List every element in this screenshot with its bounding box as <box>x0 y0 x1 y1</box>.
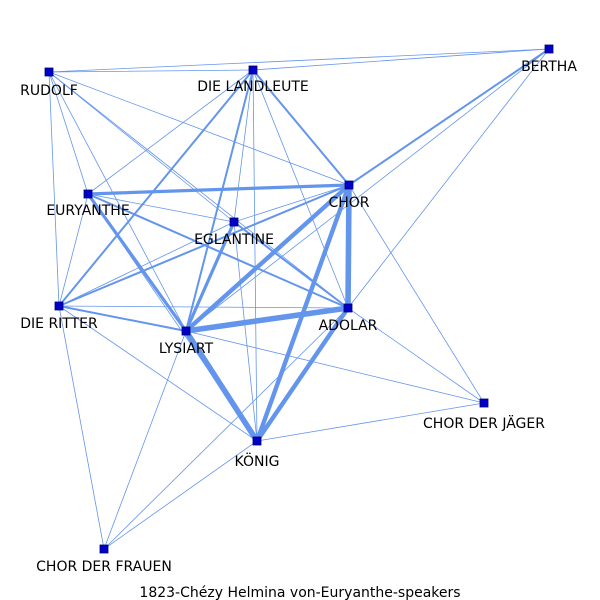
edge-lysiart-jaeger <box>185 330 485 404</box>
edge-euryanthe-ritter <box>58 193 89 307</box>
edge-rudolf-chor <box>48 71 350 186</box>
node-landleute <box>248 65 258 75</box>
graph-caption: 1823-Chézy Helmina von-Euryanthe-speaker… <box>139 585 460 600</box>
node-chor <box>344 180 354 190</box>
edge-rudolf-ritter <box>48 71 60 307</box>
edge-koenig-jaeger <box>256 402 485 442</box>
labels-layer: RUDOLF DIE LANDLEUTE BERTHA EURYANTHE CHOR EG… <box>20 59 577 575</box>
node-lysiart <box>181 326 191 336</box>
edge-adolar-frauen <box>103 307 349 550</box>
edge-chor-adolar <box>345 182 352 311</box>
edge-eglantine-ritter <box>58 221 235 307</box>
edge-euryanthe-lysiart <box>86 192 188 333</box>
node-label-koenig: KÖNIG <box>235 452 280 470</box>
edge-rudolf-lysiart <box>48 71 187 332</box>
edge-koenig-frauen <box>103 440 258 550</box>
node-label-rudolf: RUDOLF <box>20 83 78 99</box>
node-label-eglantine: EGLANTINE <box>194 232 274 248</box>
edge-landleute-chor <box>252 69 350 186</box>
edge-lysiart-frauen <box>103 330 187 550</box>
edge-rudolf-bertha <box>48 48 550 73</box>
node-label-chor: CHOR <box>328 195 369 211</box>
edge-landleute-eglantine <box>233 69 254 223</box>
edge-landleute-lysiart <box>185 69 254 332</box>
edge-ritter-lysiart <box>58 305 187 332</box>
edge-adolar-jaeger <box>347 307 485 404</box>
edge-euryanthe-eglantine <box>87 193 235 223</box>
node-label-jaeger: CHOR DER JÄGER <box>423 414 545 432</box>
edge-chor-lysiart <box>183 182 352 334</box>
edge-eglantine-adolar <box>233 221 349 309</box>
edge-landleute-adolar <box>252 69 349 309</box>
edge-chor-ritter <box>58 184 350 307</box>
nodes-layer <box>44 44 554 554</box>
edge-euryanthe-chor <box>86 183 351 196</box>
edge-euryanthe-adolar <box>87 193 349 309</box>
edge-ritter-koenig <box>58 305 258 442</box>
edge-lysiart-koenig <box>183 328 260 444</box>
node-jaeger <box>479 398 489 408</box>
edge-eglantine-lysiart <box>184 220 236 333</box>
edge-adolar-koenig <box>254 305 351 444</box>
edge-chor-eglantine <box>233 184 350 223</box>
node-label-landleute: DIE LANDLEUTE <box>197 79 308 95</box>
node-label-frauen: CHOR DER FRAUEN <box>36 559 172 575</box>
edge-landleute-euryanthe <box>87 69 254 195</box>
node-frauen <box>99 544 109 554</box>
node-label-lysiart: LYSIART <box>159 341 214 357</box>
node-bertha <box>544 44 554 54</box>
node-ritter <box>54 301 64 311</box>
node-label-ritter: DIE RITTER <box>20 316 98 332</box>
node-eglantine <box>229 217 239 227</box>
edge-landleute-ritter <box>58 69 254 307</box>
node-koenig <box>252 436 262 446</box>
edge-landleute-koenig <box>252 69 258 442</box>
edge-ritter-frauen <box>58 305 105 550</box>
node-label-bertha: BERTHA <box>521 59 577 75</box>
edge-bertha-adolar <box>347 48 550 309</box>
node-label-adolar: ADOLAR <box>319 318 378 334</box>
edges-layer <box>48 48 550 550</box>
edge-rudolf-landleute <box>48 69 254 73</box>
edge-chor-jaeger <box>348 184 485 404</box>
edge-eglantine-koenig <box>233 221 258 442</box>
edge-landleute-bertha <box>252 48 550 71</box>
node-euryanthe <box>83 189 93 199</box>
edge-rudolf-eglantine <box>48 71 235 223</box>
edge-ritter-adolar <box>58 305 349 309</box>
node-adolar <box>343 303 353 313</box>
node-rudolf <box>44 67 54 77</box>
edge-bertha-lysiart <box>185 48 550 332</box>
edge-rudolf-euryanthe <box>48 71 89 195</box>
edge-bertha-chor <box>348 48 550 186</box>
node-label-euryanthe: EURYANTHE <box>46 203 129 219</box>
edge-lysiart-adolar <box>183 305 351 334</box>
